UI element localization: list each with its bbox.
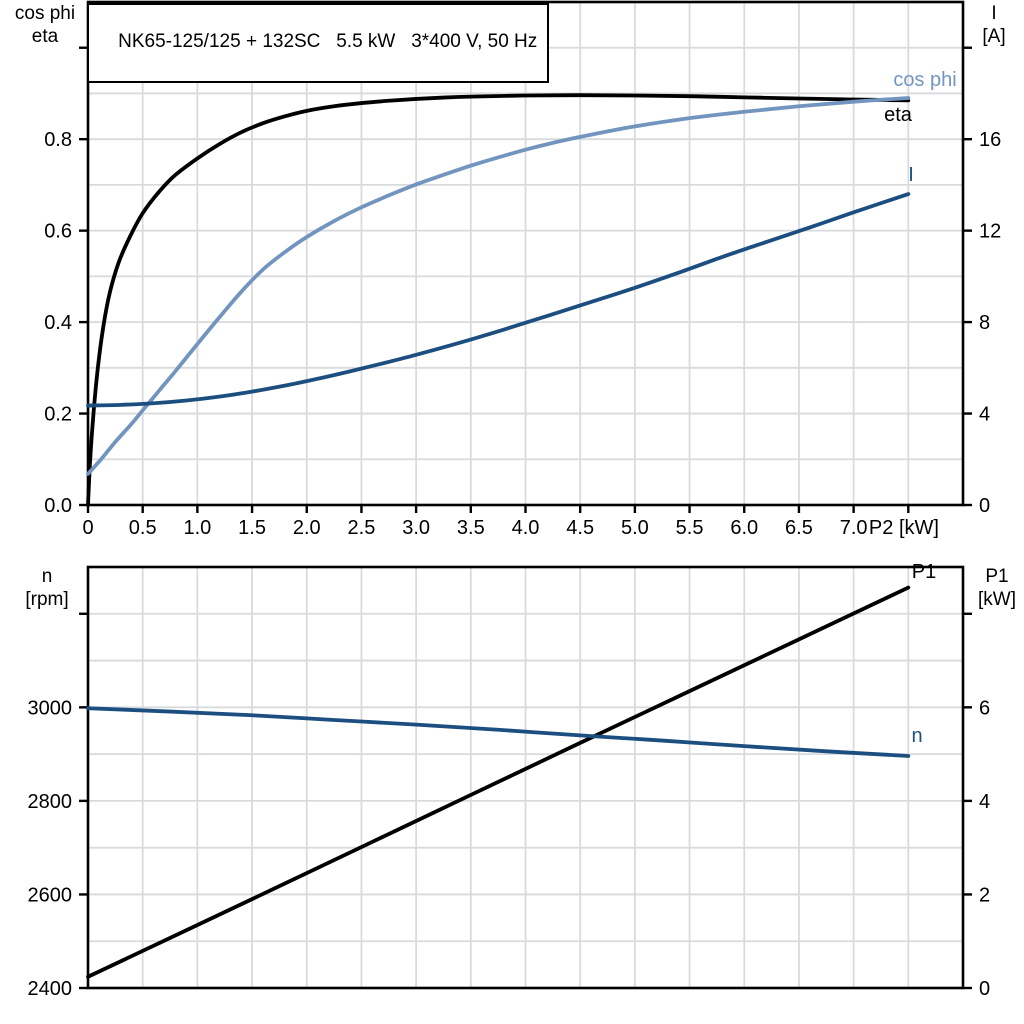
right-axis-tick-label: 4 (979, 791, 990, 813)
right-axis-tick-label: 0 (979, 495, 990, 517)
x-axis-tick-label: 0.5 (129, 517, 157, 539)
left-axis-tick-label: 0.8 (44, 129, 72, 151)
left-axis-tick-label: 0.0 (44, 495, 72, 517)
x-axis-tick-label: 0 (82, 517, 93, 539)
curve-cos-phi (86, 96, 911, 476)
right-axis-tick-label: 2 (979, 884, 990, 906)
top-left-axis-title-eta: eta (31, 26, 59, 47)
bottom-right-axis-title-unit-kw: [kW] (978, 589, 1016, 610)
x-axis-tick-label: 3.5 (457, 517, 485, 539)
curve-n (86, 706, 911, 758)
left-axis-tick-label: 3000 (28, 697, 73, 719)
left-axis-tick-label: 0.2 (44, 404, 72, 426)
top-right-axis-title-i: I (991, 3, 997, 24)
curve-label-eta: eta (884, 104, 913, 126)
x-axis-tick-label: 6.0 (730, 517, 758, 539)
x-axis-tick-label: 2.0 (293, 517, 321, 539)
x-axis-tick-label: 3.0 (402, 517, 430, 539)
curve-label-i: I (908, 164, 914, 186)
plot-frame (86, 565, 965, 990)
curve-label-cos-phi: cos phi (893, 69, 956, 91)
chart-title: NK65-125/125 + 132SC 5.5 kW 3*400 V, 50 … (118, 31, 538, 52)
right-axis-tick-label: 12 (979, 221, 1001, 243)
bottom-left-axis-title-n: n (41, 566, 53, 587)
right-axis-tick-label: 8 (979, 312, 990, 334)
right-axis-tick-label: 0 (979, 978, 990, 1000)
x-axis-tick-label: 7.0 (840, 517, 868, 539)
curve-p1 (86, 585, 911, 979)
x-axis-tick-label: 1.0 (183, 517, 211, 539)
right-axis-tick-label: 4 (979, 404, 990, 426)
curve-eta (86, 93, 911, 507)
x-axis-unit-label: P2 [kW] (869, 517, 939, 539)
left-axis-tick-label: 2800 (28, 791, 73, 813)
chart-title-box: NK65-125/125 + 132SC 5.5 kW 3*400 V, 50 … (87, 3, 550, 83)
curve-i (86, 192, 911, 408)
x-axis-tick-label: 6.5 (785, 517, 813, 539)
right-axis-tick-label: 6 (979, 697, 990, 719)
left-axis-tick-label: 0.4 (44, 312, 72, 334)
x-axis-tick-label: 5.5 (676, 517, 704, 539)
left-axis-tick-label: 0.6 (44, 221, 72, 243)
x-axis-tick-label: 5.0 (621, 517, 649, 539)
x-axis-tick-label: 4.5 (566, 517, 594, 539)
top-left-axis-title-cosphi: cos phi (14, 3, 76, 24)
curve-label-n: n (911, 725, 922, 747)
right-axis-tick-label: 16 (979, 129, 1001, 151)
left-axis-tick-label: 2600 (28, 884, 73, 906)
x-axis-tick-label: 4.0 (512, 517, 540, 539)
curve-label-p1: P1 (912, 561, 936, 583)
bottom-left-axis-title-unit-rpm: [rpm] (25, 589, 69, 610)
bottom-right-axis-title-p1: P1 (985, 566, 1009, 587)
x-axis-tick-label: 2.5 (348, 517, 376, 539)
top-right-axis-title-unit-a: [A] (982, 26, 1006, 47)
left-axis-tick-label: 2400 (28, 978, 73, 1000)
x-axis-tick-label: 1.5 (238, 517, 266, 539)
